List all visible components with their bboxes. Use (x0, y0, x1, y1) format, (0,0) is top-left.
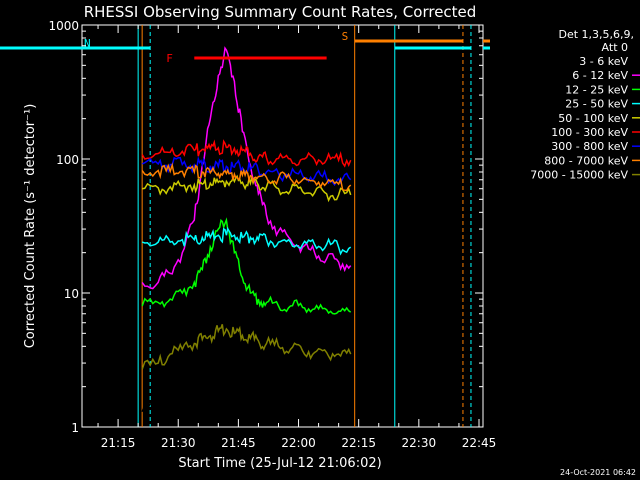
flag-label: N (84, 37, 91, 50)
legend-entry: 800 - 7000 keV (544, 154, 628, 167)
legend-entry: 100 - 300 keV (551, 126, 628, 139)
series-line (141, 139, 352, 168)
x-tick-label: 21:45 (221, 436, 256, 450)
legend-entry: 3 - 6 keV (579, 55, 628, 68)
plot-area (81, 24, 484, 428)
x-tick-label: 22:30 (402, 436, 437, 450)
series-line (141, 46, 352, 290)
x-tick-label: 22:15 (341, 436, 376, 450)
series-line (141, 162, 352, 192)
legend-title: Det 1,3,5,6,9, (558, 28, 634, 41)
series-line (141, 217, 352, 315)
plot-frame (81, 24, 484, 428)
series-line (142, 174, 352, 203)
legend-entry: 25 - 50 keV (565, 98, 628, 111)
x-tick-label: 22:00 (281, 436, 316, 450)
series-lines (141, 46, 352, 412)
chart-title: RHESSI Observing Summary Count Rates, Co… (84, 3, 477, 21)
flag-label: S (342, 30, 349, 43)
flag-bars: N F S (0, 30, 490, 65)
legend-entry: 50 - 100 keV (558, 112, 628, 125)
flag-label: F (166, 52, 173, 65)
legend-entry: 6 - 12 keV (572, 69, 628, 82)
y-tick-label: 1000 (48, 19, 79, 33)
x-tick-label: 21:15 (101, 436, 136, 450)
y-axis-label: Corrected Count Rate (s⁻¹ detector⁻¹) (23, 104, 38, 349)
legend-entry: 300 - 800 keV (551, 140, 628, 153)
series-line (141, 226, 352, 256)
legend-subtitle: Att 0 (602, 41, 628, 54)
series-line (141, 155, 352, 187)
y-tick-label: 100 (56, 153, 79, 167)
axes: 1 10 100 1000 21:15 21:30 21:45 22:00 22:15 22:30… (48, 19, 496, 450)
footer-date: 24-Oct-2021 06:42 (560, 468, 636, 477)
x-tick-label: 21:30 (161, 436, 196, 450)
x-axis-label: Start Time (25-Jul-12 21:06:02) (178, 456, 381, 471)
series-line (141, 324, 352, 370)
legend-entry: 7000 - 15000 keV (530, 169, 628, 182)
time-markers (137, 25, 472, 427)
y-tick-label: 1 (71, 421, 79, 435)
legend-entry: 12 - 25 keV (565, 83, 628, 96)
y-tick-label: 10 (64, 287, 79, 301)
x-tick-label: 22:45 (462, 436, 497, 450)
